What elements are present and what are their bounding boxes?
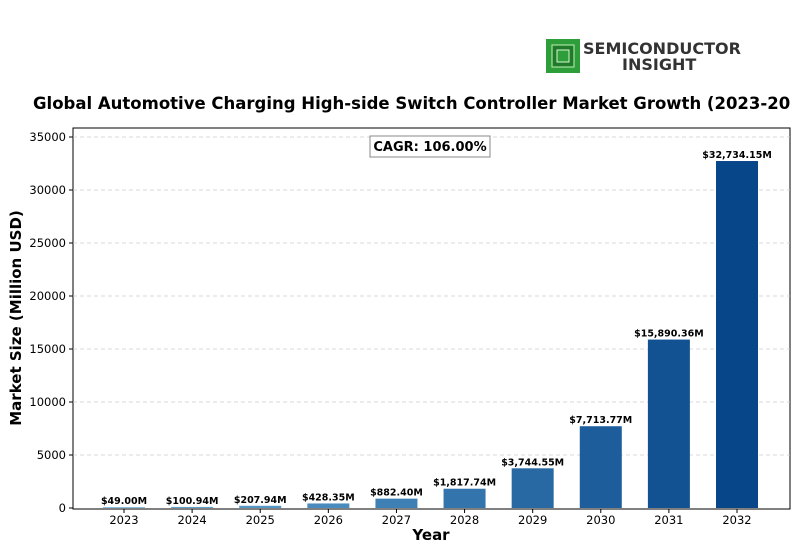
bar: [647, 339, 690, 508]
chart-title: Global Automotive Charging High-side Swi…: [33, 94, 790, 113]
y-tick-label: 10000: [29, 395, 66, 409]
chip-icon: [546, 39, 580, 73]
bar: [716, 161, 758, 508]
data-label: $7,713.77M: [569, 415, 632, 426]
bar-series: [103, 161, 758, 508]
x-tick-label: 2029: [518, 513, 547, 527]
logo: SEMICONDUCTOR INSIGHT: [546, 39, 741, 74]
bar: [171, 506, 214, 508]
data-label: $1,817.74M: [433, 478, 496, 489]
x-axis-title: Year: [411, 526, 450, 544]
y-tick-label: 5000: [37, 448, 66, 462]
bar: [375, 498, 418, 508]
x-tick-label: 2031: [654, 513, 683, 527]
data-label: $428.35M: [302, 492, 355, 503]
x-tick-label: 2024: [177, 513, 206, 527]
y-tick-label: 20000: [29, 289, 66, 303]
bar: [103, 507, 145, 508]
y-tick-label: 30000: [29, 183, 66, 197]
logo-line2: INSIGHT: [622, 55, 696, 74]
y-axis-title: Market Size (Million USD): [7, 210, 25, 426]
data-label: $3,744.55M: [501, 457, 564, 468]
x-tick-label: 2026: [314, 513, 343, 527]
y-tick-label: 35000: [29, 130, 66, 144]
x-tick-label: 2027: [382, 513, 411, 527]
data-label: $49.00M: [101, 496, 147, 507]
bar: [239, 505, 282, 508]
x-tick-label: 2032: [722, 513, 751, 527]
data-label: $100.94M: [166, 496, 219, 507]
cagr-annotation: CAGR: 106.00%: [369, 135, 491, 158]
cagr-text: CAGR: 106.00%: [373, 140, 486, 155]
x-tick-label: 2023: [109, 513, 138, 527]
x-axis: 2023 2024 2025 2026 2027 2028 2029 2030 2031 2032: [109, 509, 752, 527]
y-tick-label: 0: [59, 501, 66, 515]
data-labels: $49.00M $100.94M $207.94M $428.35M $882.40M $…: [101, 150, 772, 507]
x-tick-label: 2030: [586, 513, 615, 527]
cagr-box: [369, 135, 491, 158]
bar: [443, 488, 486, 508]
data-label: $882.40M: [370, 488, 423, 499]
y-axis: 0 5000 10000 15000 20000 25000 30000 35000: [29, 130, 73, 515]
y-tick-label: 25000: [29, 236, 66, 250]
plot-frame: [72, 127, 791, 510]
y-tick-label: 15000: [29, 342, 66, 356]
bar: [307, 503, 350, 508]
data-label: $15,890.36M: [634, 329, 704, 340]
data-label: $32,734.15M: [702, 150, 772, 161]
logo-line1: SEMICONDUCTOR: [583, 39, 741, 58]
bar: [579, 426, 622, 508]
x-tick-label: 2028: [450, 513, 479, 527]
data-label: $207.94M: [234, 495, 287, 506]
x-tick-label: 2025: [246, 513, 275, 527]
bar: [511, 468, 554, 508]
